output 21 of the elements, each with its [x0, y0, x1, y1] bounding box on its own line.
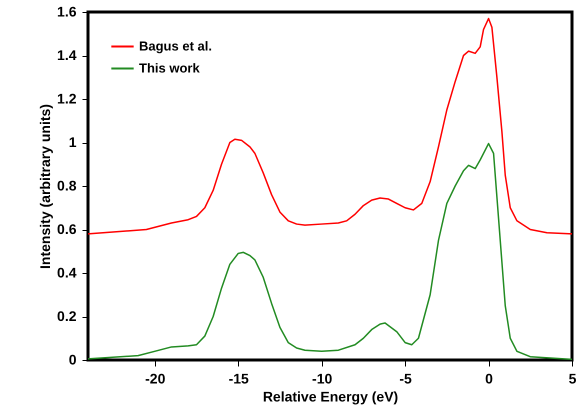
y-tick-label: 0.8 — [57, 178, 77, 194]
x-tick-label: 5 — [568, 370, 577, 386]
x-tick-label: 0 — [485, 370, 494, 386]
y-tick-label: 1.6 — [57, 4, 77, 20]
x-tick-label: -15 — [228, 370, 250, 386]
x-tick-label: -5 — [399, 370, 412, 386]
y-tick-label: 1.4 — [57, 47, 77, 63]
line-series — [87, 18, 573, 235]
legend-label: Bagus et al. — [139, 38, 212, 54]
y-tick-label: 1 — [68, 134, 77, 150]
y-tick-label: 0.2 — [57, 308, 77, 324]
y-tick-label: 1.2 — [57, 90, 77, 106]
x-tick-label: -20 — [145, 370, 166, 386]
y-tick-label: 0.4 — [57, 264, 77, 280]
y-tick-label: 0.6 — [57, 221, 77, 237]
x-axis-title: Relative Energy (eV) — [262, 388, 398, 404]
y-tick-label: 0 — [68, 352, 77, 368]
legend-label: This work — [139, 60, 200, 76]
y-axis-title: Intensity (arbitrary units) — [37, 104, 54, 269]
x-tick-label: -10 — [312, 370, 332, 386]
line-series — [87, 142, 573, 360]
